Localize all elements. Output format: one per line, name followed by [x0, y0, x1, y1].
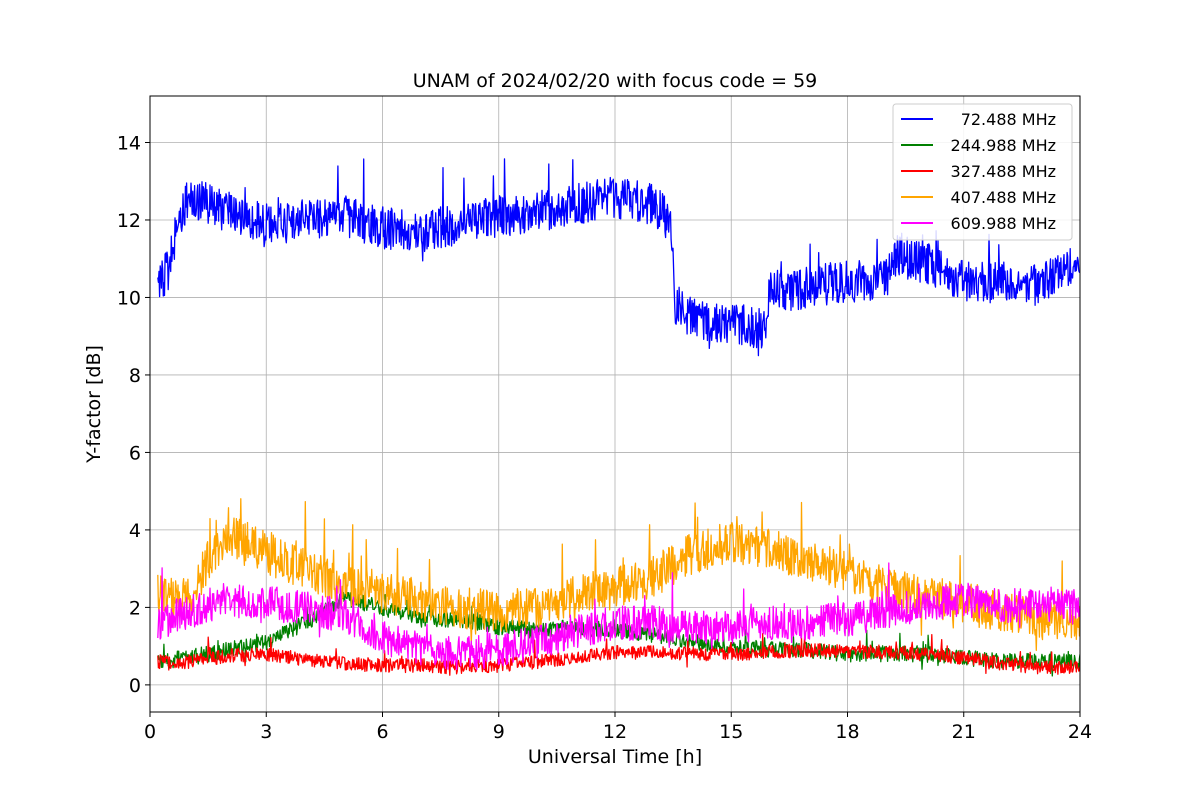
x-tick-label: 24 — [1068, 721, 1092, 743]
plot-area — [157, 158, 1080, 677]
x-tick-label: 18 — [835, 721, 859, 743]
y-tick-label: 0 — [129, 675, 141, 697]
series-line — [157, 498, 1080, 652]
legend-box — [892, 103, 1073, 241]
series-line — [157, 562, 1080, 671]
legend-entry-label: 327.488 MHz — [951, 162, 1056, 181]
series-line — [157, 591, 1080, 677]
x-tick-label: 9 — [493, 721, 505, 743]
x-tick-label: 21 — [952, 721, 976, 743]
y-tick-label: 6 — [129, 442, 141, 464]
series-line — [157, 632, 1080, 676]
y-tick-label: 8 — [129, 365, 141, 387]
legend: 72.488 MHz 244.988 MHz 327.488 MHz 407.488 … — [892, 103, 1073, 241]
legend-entry-label: 407.488 MHz — [951, 188, 1056, 207]
y-tick-label: 4 — [129, 520, 141, 542]
legend-entry-label: 609.988 MHz — [951, 214, 1056, 233]
y-tick-label: 14 — [117, 132, 141, 154]
x-axis-label: Universal Time [h] — [528, 746, 702, 768]
y-tick-label: 2 — [129, 597, 141, 619]
x-tick-label: 3 — [260, 721, 272, 743]
x-tick-label: 15 — [719, 721, 743, 743]
x-tick-label: 6 — [376, 721, 388, 743]
y-axis-label: Y-factor [dB] — [83, 345, 105, 464]
chart-title: UNAM of 2024/02/20 with focus code = 59 — [413, 70, 818, 92]
series-line — [157, 158, 1080, 357]
series-group — [157, 158, 1080, 677]
y-tick-label: 12 — [117, 210, 141, 232]
y-tick-label: 10 — [117, 287, 141, 309]
x-tick-label: 0 — [144, 721, 156, 743]
legend-entry-label: 72.488 MHz — [961, 110, 1056, 129]
legend-entry-label: 244.988 MHz — [951, 136, 1056, 155]
x-tick-label: 12 — [603, 721, 627, 743]
